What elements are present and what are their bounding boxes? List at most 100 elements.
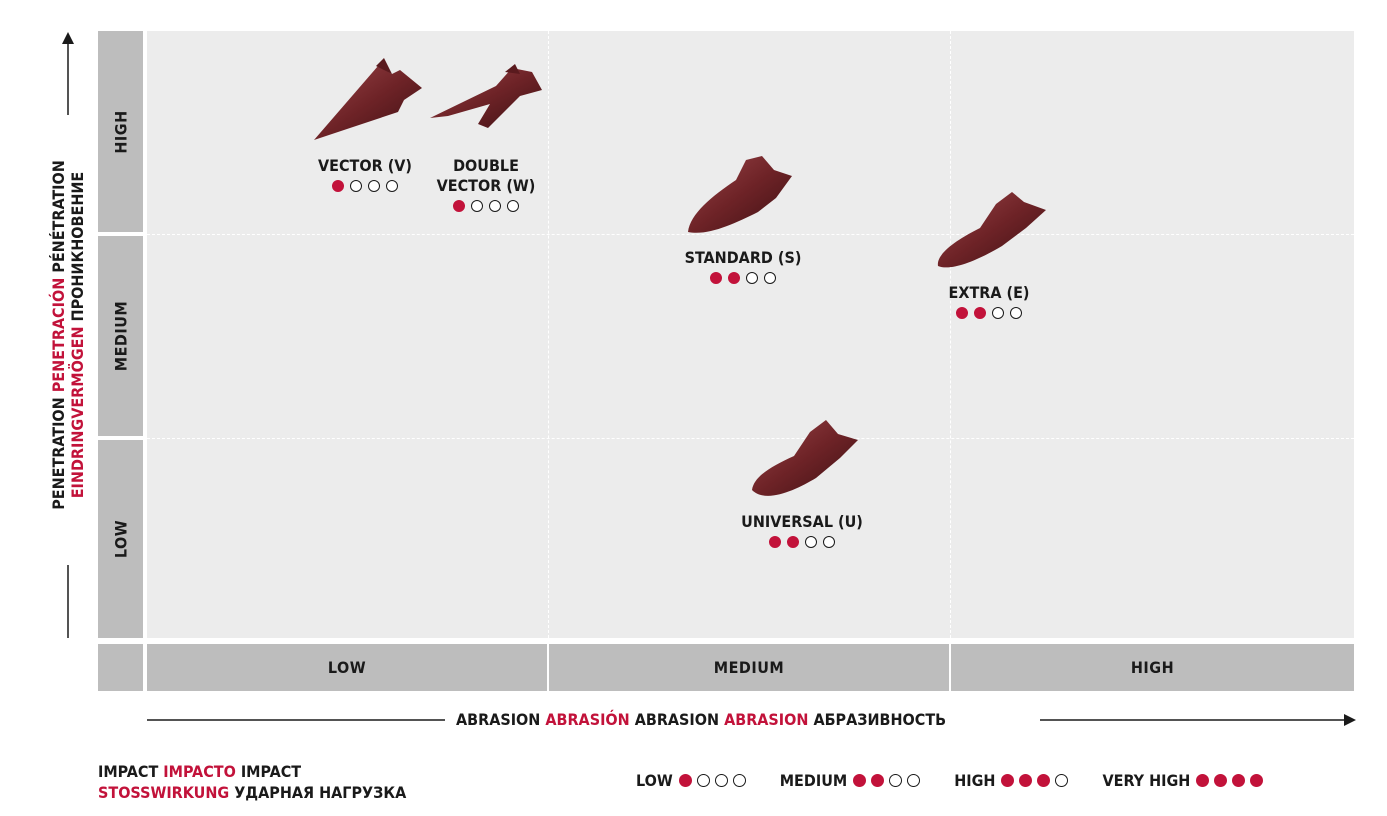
impact-dot-empty	[1010, 307, 1022, 319]
impact-dot-empty	[889, 774, 903, 787]
y-band-low: LOW	[98, 440, 143, 638]
impact-dot-empty	[489, 200, 501, 212]
grid-line-h1	[147, 234, 1354, 235]
impact-legend-high-dots	[1001, 774, 1069, 787]
vector-tooth-image	[314, 58, 422, 140]
universal-tooth-image	[752, 420, 858, 496]
impact-dot-empty	[764, 272, 776, 284]
product-extra-impact	[956, 307, 1022, 319]
double-vector-tooth-image	[430, 64, 542, 128]
impact-dot-empty	[732, 774, 746, 787]
impact-dot-filled	[871, 774, 885, 787]
impact-legend-low-label: LOW	[636, 771, 673, 790]
product-universal-impact	[769, 536, 835, 548]
standard-tooth-image	[688, 156, 792, 233]
impact-legend-very-high-label: VERY HIGH	[1102, 771, 1191, 790]
impact-legend-high: HIGH	[954, 771, 1069, 790]
y-band-medium: MEDIUM	[98, 236, 143, 436]
product-double-vector-label-line2: VECTOR (W)	[436, 176, 536, 195]
impact-dot-filled	[769, 536, 781, 548]
impact-legend-low: LOW	[636, 771, 746, 790]
impact-dot-filled	[332, 180, 344, 192]
y-axis-arrow	[62, 32, 74, 638]
impact-dot-filled	[710, 272, 722, 284]
impact-dot-empty	[471, 200, 483, 212]
impact-dot-filled	[1232, 774, 1246, 787]
impact-title-fr: IMPACT	[240, 762, 302, 781]
impact-title-de: STOSSWIRKUNG	[98, 783, 230, 802]
product-standard-label: STANDARD (S)	[684, 248, 802, 267]
impact-legend-scale: LOW MEDIUM HIGH VERY HIGH	[636, 771, 1264, 790]
product-universal: UNIVERSAL (U)	[722, 512, 882, 553]
impact-dot-empty	[1055, 774, 1069, 787]
y-axis-title: PENETRATION PENETRACIÓN PÉNÉTRATION EIND…	[38, 30, 98, 640]
impact-legend-low-dots	[678, 774, 746, 787]
impact-dot-empty	[350, 180, 362, 192]
impact-legend-very-high-dots	[1196, 774, 1264, 787]
plot-area	[147, 31, 1354, 638]
x-band-high-label: HIGH	[1130, 658, 1175, 677]
x-band-high: HIGH	[951, 644, 1354, 691]
x-axis-title: ABRASION ABRASIÓN ABRASION ABRASION АБРА…	[456, 710, 946, 729]
impact-dot-filled	[728, 272, 740, 284]
impact-dot-empty	[507, 200, 519, 212]
impact-dot-filled	[1001, 774, 1015, 787]
impact-dot-empty	[714, 774, 728, 787]
product-extra-label: EXTRA (E)	[948, 283, 1030, 302]
impact-legend-very-high: VERY HIGH	[1102, 771, 1264, 790]
impact-dot-empty	[907, 774, 921, 787]
x-band-low: LOW	[147, 644, 547, 691]
grid-line-v2	[950, 31, 951, 638]
x-label-es: ABRASIÓN	[545, 710, 630, 729]
impact-legend-title: IMPACT IMPACTO IMPACT STOSSWIRKUNG УДАРН…	[98, 761, 406, 803]
impact-title-line1: IMPACT IMPACTO IMPACT	[98, 761, 406, 782]
impact-dot-filled	[1037, 774, 1051, 787]
x-band-medium: MEDIUM	[549, 644, 949, 691]
impact-dot-filled	[1250, 774, 1264, 787]
grid-line-h2	[147, 438, 1354, 439]
product-vector-label: VECTOR (V)	[318, 156, 412, 175]
product-standard-impact	[710, 272, 776, 284]
extra-tooth-image	[937, 192, 1046, 268]
y-band-high: HIGH	[98, 31, 143, 232]
impact-title-es: IMPACTO	[163, 762, 236, 781]
impact-dot-empty	[805, 536, 817, 548]
impact-dot-filled	[1214, 774, 1228, 787]
impact-legend-high-label: HIGH	[954, 771, 996, 790]
x-label-de: ABRASION	[724, 710, 809, 729]
impact-dot-empty	[823, 536, 835, 548]
impact-dot-filled	[974, 307, 986, 319]
impact-legend-medium-label: MEDIUM	[779, 771, 848, 790]
impact-dot-empty	[696, 774, 710, 787]
impact-title-en: IMPACT	[98, 762, 159, 781]
x-band-low-label: LOW	[327, 658, 367, 677]
x-label-fr: ABRASION	[634, 710, 720, 729]
impact-dot-filled	[1019, 774, 1033, 787]
x-label-ru: АБРАЗИВНОСТЬ	[813, 710, 947, 729]
impact-dot-filled	[853, 774, 867, 787]
product-standard: STANDARD (S)	[663, 248, 823, 289]
impact-dot-filled	[1196, 774, 1210, 787]
x-band-medium-label: MEDIUM	[713, 658, 785, 677]
product-universal-label: UNIVERSAL (U)	[741, 512, 863, 531]
x-label-en: ABRASION	[456, 710, 541, 729]
product-double-vector: DOUBLE VECTOR (W)	[426, 156, 546, 217]
impact-dot-filled	[678, 774, 692, 787]
x-axis-arrow	[147, 714, 1356, 726]
impact-dot-empty	[992, 307, 1004, 319]
impact-legend-medium: MEDIUM	[779, 771, 921, 790]
product-double-vector-impact	[453, 200, 519, 212]
impact-dot-filled	[453, 200, 465, 212]
impact-dot-empty	[746, 272, 758, 284]
product-extra: EXTRA (E)	[928, 283, 1050, 324]
product-double-vector-label-line1: DOUBLE	[453, 156, 519, 175]
grid-line-v1	[548, 31, 549, 638]
x-band-corner	[98, 644, 143, 691]
impact-legend-medium-dots	[853, 774, 921, 787]
impact-title-ru: УДАРНАЯ НАГРУЗКА	[234, 783, 407, 802]
impact-dot-filled	[787, 536, 799, 548]
impact-title-line2: STOSSWIRKUNG УДАРНАЯ НАГРУЗКА	[98, 782, 406, 803]
impact-dot-filled	[956, 307, 968, 319]
product-vector-impact	[332, 180, 398, 192]
